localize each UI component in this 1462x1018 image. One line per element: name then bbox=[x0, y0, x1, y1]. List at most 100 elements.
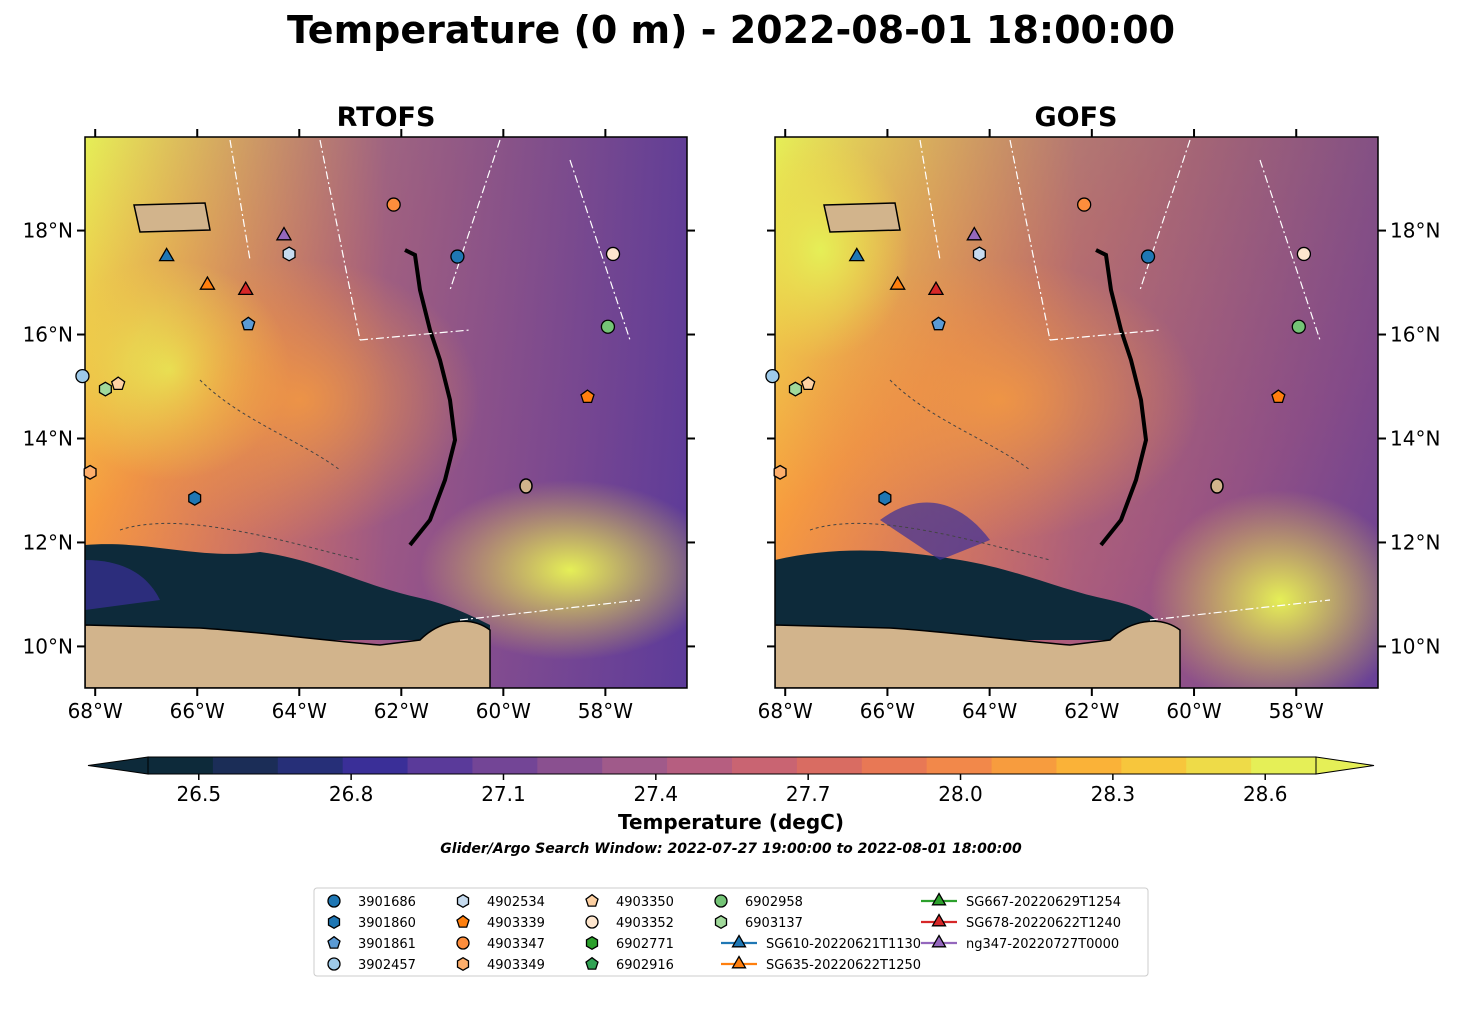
legend-item-3901861: 3901861 bbox=[327, 935, 416, 952]
observation-marker-6903137 bbox=[98, 381, 112, 397]
rtofs-observation-markers bbox=[75, 197, 621, 506]
legend-item-4902534: 4902534 bbox=[456, 893, 545, 910]
gofs-lesser-antilles bbox=[1095, 248, 1149, 547]
colorbar-segment bbox=[796, 757, 863, 774]
legend-label: 4903350 bbox=[616, 895, 674, 910]
rtofs-puerto-rico-land bbox=[133, 202, 211, 233]
rtofs-south-america-land bbox=[85, 620, 491, 688]
observation-marker-4903352 bbox=[605, 246, 621, 262]
lon-tick-label: 60°W bbox=[1166, 699, 1221, 723]
colorbar-segment bbox=[1121, 757, 1187, 774]
lon-tick-label: 62°W bbox=[374, 699, 429, 723]
observation-legend: 3901686 3901860 3901861 3902457 4902534 49033… bbox=[313, 887, 1149, 977]
observation-marker-3901860 bbox=[188, 490, 202, 506]
legend-item-6902771: 6902771 bbox=[585, 935, 674, 952]
colorbar-segment bbox=[148, 757, 214, 774]
legend-label: SG610-20220621T1130 bbox=[766, 937, 921, 952]
colorbar-label: Temperature (degC) bbox=[618, 810, 844, 834]
legend-item-4903350: 4903350 bbox=[585, 893, 674, 910]
legend-marker bbox=[731, 955, 747, 969]
legend-marker bbox=[327, 894, 341, 908]
colorbar-segment bbox=[1056, 757, 1122, 774]
observation-marker-4903347 bbox=[1077, 197, 1092, 212]
lat-tick-label: 14°N bbox=[1390, 426, 1440, 450]
colorbar-tick-label: 27.4 bbox=[634, 782, 679, 806]
legend-marker bbox=[714, 914, 728, 930]
legend-label: 4903349 bbox=[487, 958, 545, 973]
observation-marker-3902457 bbox=[765, 368, 780, 384]
search-window-note: Glider/Argo Search Window: 2022-07-27 19… bbox=[440, 841, 1022, 857]
lat-tick-label: 18°N bbox=[1390, 219, 1440, 243]
legend-marker bbox=[456, 936, 470, 950]
colorbar-tick-label: 28.6 bbox=[1243, 782, 1288, 806]
colorbar-segment bbox=[602, 757, 668, 774]
gofs-map-panel: GOFS 68°W 66°W 64°W 62°W 60°W 58°W 10°N 12°N 14°… bbox=[758, 102, 1441, 723]
observation-marker-4903349 bbox=[773, 464, 787, 480]
lon-tick-label: 64°W bbox=[962, 699, 1017, 723]
observation-marker-SG610-20220621T1130 bbox=[158, 247, 175, 262]
legend-item-6902958: 6902958 bbox=[714, 894, 803, 910]
legend-label: 6902771 bbox=[616, 937, 674, 952]
legend-item-ng347-20220727T0000: ng347-20220727T0000 bbox=[921, 934, 1119, 952]
legend-marker bbox=[714, 894, 728, 908]
legend-label: 4902534 bbox=[487, 895, 545, 910]
colorbar-segment bbox=[667, 757, 733, 774]
colorbar-segment bbox=[732, 757, 798, 774]
observation-marker-4903339 bbox=[1271, 389, 1286, 404]
colorbar-tick-label: 28.3 bbox=[1091, 782, 1136, 806]
lon-tick-label: 60°W bbox=[476, 699, 531, 723]
legend-item-4903352: 4903352 bbox=[585, 915, 674, 931]
colorbar-tick-label: 27.1 bbox=[481, 782, 526, 806]
lat-tick-label: 14°N bbox=[23, 426, 73, 450]
legend-marker bbox=[327, 957, 341, 971]
legend-label: 3901861 bbox=[358, 937, 416, 952]
lat-tick-label: 18°N bbox=[23, 219, 73, 243]
legend-marker bbox=[585, 893, 599, 907]
legend-item-SG610-20220621T1130: SG610-20220621T1130 bbox=[721, 934, 921, 952]
legend-marker bbox=[456, 893, 470, 909]
observation-marker-4903350 bbox=[110, 376, 126, 391]
legend-item-SG678-20220622T1240: SG678-20220622T1240 bbox=[921, 913, 1121, 931]
legend-marker bbox=[931, 934, 947, 948]
rtofs-map-panel: RTOFS 68°W 66°W 64°W 62°W 60°W 58°W 10°N 12°N 14… bbox=[23, 102, 695, 723]
rtofs-axis-ticks: 68°W 66°W 64°W 62°W 60°W 58°W 10°N 12°N 14°N 16°N… bbox=[23, 129, 695, 723]
legend-marker bbox=[327, 914, 341, 930]
colorbar-segment bbox=[472, 757, 538, 774]
gofs-observation-markers bbox=[765, 197, 1312, 506]
legend-label: SG635-20220622T1250 bbox=[766, 958, 921, 973]
observation-marker-3901686 bbox=[450, 249, 465, 264]
legend-item-3901686: 3901686 bbox=[327, 894, 416, 910]
colorbar-segment bbox=[926, 757, 993, 774]
legend-label: SG678-20220622T1240 bbox=[966, 916, 1121, 931]
lon-tick-label: 58°W bbox=[1269, 699, 1324, 723]
gofs-panel-title: GOFS bbox=[1034, 102, 1117, 133]
legend-label: ng347-20220727T0000 bbox=[966, 937, 1119, 952]
legend-label: 3901860 bbox=[358, 916, 416, 931]
legend-label: 4903352 bbox=[616, 916, 674, 931]
legend-label: 6902958 bbox=[745, 895, 803, 910]
legend-item-4903347: 4903347 bbox=[456, 936, 545, 952]
lon-tick-label: 58°W bbox=[578, 699, 633, 723]
colorbar-tick-label: 28.0 bbox=[938, 782, 983, 806]
legend-label: 6903137 bbox=[745, 916, 803, 931]
legend-marker bbox=[585, 956, 599, 970]
legend-marker bbox=[456, 956, 470, 972]
legend-marker bbox=[327, 935, 341, 949]
observation-marker-3901860 bbox=[878, 490, 892, 506]
gofs-south-america-land bbox=[775, 620, 1181, 688]
legend-item-4903349: 4903349 bbox=[456, 956, 545, 973]
gofs-puerto-rico-land bbox=[823, 202, 901, 233]
lat-tick-label: 16°N bbox=[23, 323, 73, 347]
legend-marker bbox=[931, 913, 947, 927]
colorbar-segment bbox=[277, 757, 344, 774]
legend-item-3902457: 3902457 bbox=[327, 957, 416, 973]
lat-tick-label: 12°N bbox=[1390, 530, 1440, 554]
observation-marker-4902534 bbox=[282, 246, 296, 262]
rtofs-panel-title: RTOFS bbox=[337, 102, 436, 133]
legend-marker bbox=[731, 934, 747, 948]
gofs-cold-band bbox=[775, 550, 1160, 640]
observation-marker-3901861 bbox=[241, 316, 256, 331]
legend-label: 3901686 bbox=[358, 895, 416, 910]
rtofs-lesser-antilles bbox=[404, 248, 458, 547]
